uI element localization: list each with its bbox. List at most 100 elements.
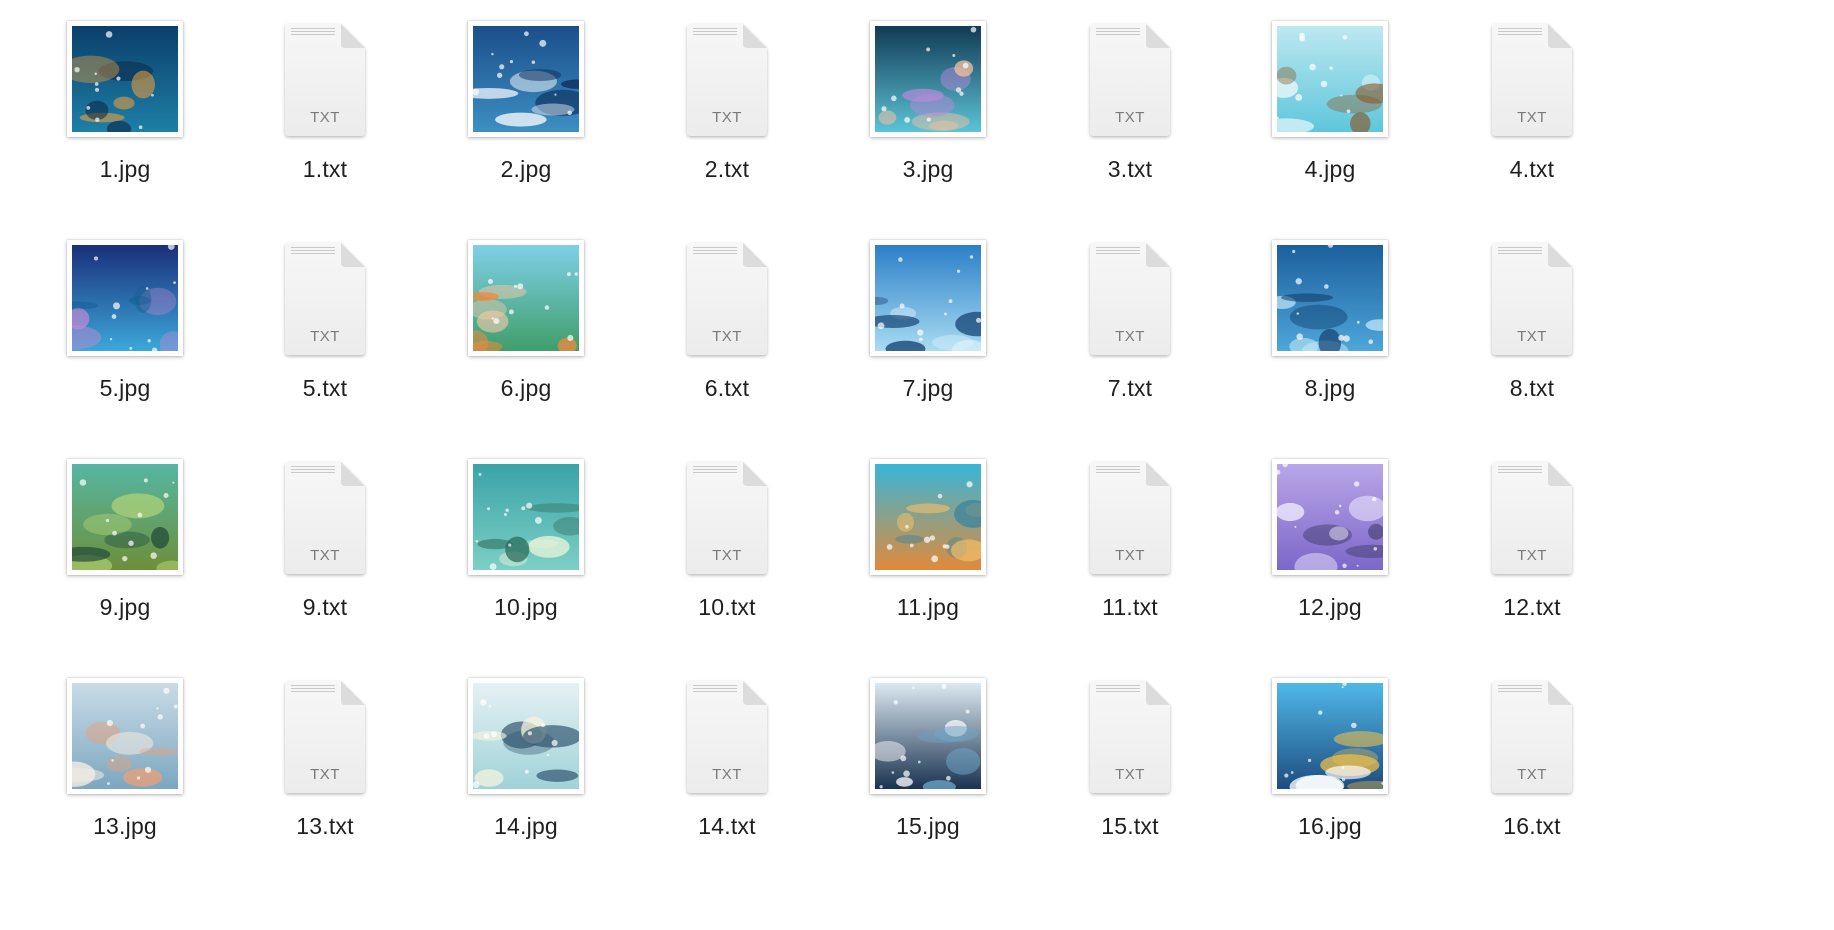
file-icon-wrapper[interactable] (25, 233, 225, 363)
file-item-text[interactable]: TXT 9.txt (225, 452, 425, 662)
image-thumbnail-orcas[interactable] (870, 678, 986, 794)
file-name-label[interactable]: 10.jpg (494, 594, 558, 620)
file-name-label[interactable]: 6.jpg (500, 375, 552, 401)
file-item-text[interactable]: TXT 13.txt (225, 671, 425, 881)
file-icon-wrapper[interactable]: TXT (1432, 671, 1632, 801)
file-item-image[interactable]: 16.jpg (1230, 671, 1430, 881)
file-name-label[interactable]: 5.jpg (99, 375, 151, 401)
file-icon-wrapper[interactable]: TXT (1030, 14, 1230, 144)
file-item-image[interactable]: 7.jpg (828, 233, 1028, 443)
file-icon-wrapper[interactable] (25, 671, 225, 801)
file-name-label[interactable]: 8.txt (1509, 375, 1555, 401)
image-thumbnail-penguins-diving[interactable] (870, 240, 986, 356)
file-name-label[interactable]: 1.jpg (99, 156, 151, 182)
file-item-image[interactable]: 13.jpg (25, 671, 225, 881)
file-name-label[interactable]: 4.txt (1509, 156, 1555, 182)
file-icon-wrapper[interactable] (828, 233, 1028, 363)
file-item-image[interactable]: 15.jpg (828, 671, 1028, 881)
file-icon-wrapper[interactable]: TXT (225, 452, 425, 582)
file-icon-wrapper[interactable] (426, 671, 626, 801)
file-name-label[interactable]: 7.txt (1107, 375, 1153, 401)
image-thumbnail-manta-rays[interactable] (468, 678, 584, 794)
image-thumbnail-moon-underwater[interactable] (67, 21, 183, 137)
file-icon-wrapper[interactable] (1230, 671, 1430, 801)
image-thumbnail-sea-turtles[interactable] (1272, 21, 1388, 137)
image-thumbnail-icebergs[interactable] (468, 21, 584, 137)
file-icon-wrapper[interactable]: TXT (1432, 452, 1632, 582)
file-name-label[interactable]: 7.jpg (902, 375, 954, 401)
file-icon-wrapper[interactable] (426, 14, 626, 144)
file-item-image[interactable]: 8.jpg (1230, 233, 1430, 443)
image-thumbnail-shrimp-shore[interactable] (67, 678, 183, 794)
file-item-text[interactable]: TXT 14.txt (627, 671, 827, 881)
file-item-text[interactable]: TXT 16.txt (1432, 671, 1632, 881)
file-name-label[interactable]: 5.txt (302, 375, 348, 401)
file-icon-wrapper[interactable] (426, 452, 626, 582)
file-item-text[interactable]: TXT 10.txt (627, 452, 827, 662)
image-thumbnail-seahorse[interactable] (870, 459, 986, 575)
file-item-text[interactable]: TXT 5.txt (225, 233, 425, 443)
file-name-label[interactable]: 11.txt (1102, 594, 1158, 620)
file-name-label[interactable]: 6.txt (704, 375, 750, 401)
file-item-image[interactable]: 10.jpg (426, 452, 626, 662)
file-name-label[interactable]: 2.jpg (500, 156, 552, 182)
file-item-image[interactable]: 1.jpg (25, 14, 225, 224)
image-thumbnail-aurora-crystals[interactable] (870, 21, 986, 137)
file-icon-wrapper[interactable]: TXT (627, 452, 827, 582)
file-icon-wrapper[interactable] (828, 14, 1028, 144)
file-icon-wrapper[interactable] (1230, 452, 1430, 582)
file-item-text[interactable]: TXT 3.txt (1030, 14, 1230, 224)
file-name-label[interactable]: 15.jpg (896, 813, 960, 839)
file-item-text[interactable]: TXT 12.txt (1432, 452, 1632, 662)
file-icon-wrapper[interactable] (1230, 233, 1430, 363)
file-item-text[interactable]: TXT 6.txt (627, 233, 827, 443)
image-thumbnail-kelp-forest[interactable] (67, 459, 183, 575)
file-icon-wrapper[interactable] (426, 233, 626, 363)
file-icon-wrapper[interactable]: TXT (627, 233, 827, 363)
file-name-label[interactable]: 9.txt (302, 594, 348, 620)
file-item-text[interactable]: TXT 2.txt (627, 14, 827, 224)
file-name-label[interactable]: 3.txt (1107, 156, 1153, 182)
file-item-image[interactable]: 6.jpg (426, 233, 626, 443)
file-name-label[interactable]: 1.txt (302, 156, 348, 182)
file-icon-wrapper[interactable]: TXT (225, 671, 425, 801)
file-name-label[interactable]: 12.jpg (1298, 594, 1362, 620)
file-name-label[interactable]: 12.txt (1503, 594, 1561, 620)
image-thumbnail-coral-clownfish[interactable] (468, 240, 584, 356)
file-name-label[interactable]: 14.txt (698, 813, 756, 839)
file-name-label[interactable]: 3.jpg (902, 156, 954, 182)
image-thumbnail-orca-waves[interactable] (1272, 678, 1388, 794)
image-thumbnail-aurora-iceberg[interactable] (67, 240, 183, 356)
file-item-text[interactable]: TXT 8.txt (1432, 233, 1632, 443)
file-item-image[interactable]: 12.jpg (1230, 452, 1430, 662)
file-item-text[interactable]: TXT 1.txt (225, 14, 425, 224)
file-item-image[interactable]: 4.jpg (1230, 14, 1430, 224)
image-thumbnail-belugas[interactable] (1272, 459, 1388, 575)
file-icon-wrapper[interactable]: TXT (225, 233, 425, 363)
file-icon-wrapper[interactable]: TXT (1030, 452, 1230, 582)
file-item-image[interactable]: 3.jpg (828, 14, 1028, 224)
file-item-text[interactable]: TXT 7.txt (1030, 233, 1230, 443)
file-name-label[interactable]: 13.txt (296, 813, 354, 839)
file-item-image[interactable]: 9.jpg (25, 452, 225, 662)
file-name-label[interactable]: 11.jpg (896, 594, 960, 620)
file-icon-wrapper[interactable] (25, 14, 225, 144)
file-icon-wrapper[interactable]: TXT (1432, 14, 1632, 144)
file-item-image[interactable]: 14.jpg (426, 671, 626, 881)
file-name-label[interactable]: 16.txt (1503, 813, 1561, 839)
file-name-label[interactable]: 4.jpg (1304, 156, 1356, 182)
file-icon-wrapper[interactable]: TXT (627, 14, 827, 144)
file-icon-wrapper[interactable] (828, 452, 1028, 582)
file-name-label[interactable]: 15.txt (1101, 813, 1159, 839)
file-name-label[interactable]: 13.jpg (93, 813, 157, 839)
file-icon-wrapper[interactable]: TXT (1030, 671, 1230, 801)
file-item-text[interactable]: TXT 11.txt (1030, 452, 1230, 662)
file-name-label[interactable]: 10.txt (698, 594, 756, 620)
file-icon-wrapper[interactable] (25, 452, 225, 582)
file-icon-wrapper[interactable]: TXT (225, 14, 425, 144)
file-name-label[interactable]: 8.jpg (1304, 375, 1356, 401)
file-icon-wrapper[interactable]: TXT (1432, 233, 1632, 363)
file-item-image[interactable]: 2.jpg (426, 14, 626, 224)
file-icon-wrapper[interactable] (828, 671, 1028, 801)
file-icon-wrapper[interactable]: TXT (627, 671, 827, 801)
